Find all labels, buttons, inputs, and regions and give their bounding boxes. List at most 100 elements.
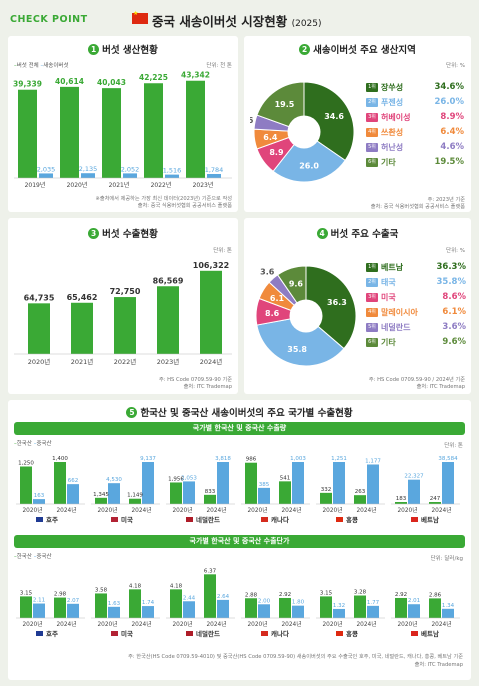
region-pie-chart: 34.6 26.0 8.9 6.4 4.6 19.5 xyxy=(250,81,355,183)
x-tick-label: 2024년 xyxy=(131,620,151,628)
bar-korea xyxy=(95,497,107,504)
country-label: 캐나다 xyxy=(271,629,289,638)
slice-label: 34.6 xyxy=(324,112,344,121)
bar-export xyxy=(114,297,136,354)
legend-label: 기타 xyxy=(381,338,396,347)
bar-korea xyxy=(129,589,141,618)
data-label-korea: 3.15 xyxy=(20,590,33,596)
section-title: 버섯 주요 수출국 xyxy=(330,229,399,240)
pie-slice xyxy=(256,315,345,367)
country-flag-icon xyxy=(36,517,43,522)
bar-china xyxy=(142,462,154,504)
legend-value: 26.0% xyxy=(434,97,465,107)
x-tick-label: 2022년 xyxy=(151,181,172,189)
bar-king-oyster xyxy=(207,173,221,178)
legend-row: 2위 푸젠성 26.0% xyxy=(366,97,464,109)
data-label-korea: 4.18 xyxy=(129,583,142,589)
country-label: 네덜란드 xyxy=(196,629,220,638)
note-2: 출처: 중국 식용버섯협회 공공서비스 플랫폼 xyxy=(370,204,465,210)
data-label-china: 1.63 xyxy=(108,601,121,607)
bar-king-oyster xyxy=(81,173,95,178)
country-flag-icon xyxy=(261,631,268,636)
x-tick-label: 2022년 xyxy=(114,357,137,366)
note-1: 주: 2023년 기준 xyxy=(427,197,465,203)
country-label: 호주 xyxy=(46,629,58,638)
section-number: 5 xyxy=(126,407,138,418)
bar-china xyxy=(33,499,45,504)
x-tick-label: 2021년 xyxy=(109,181,130,189)
legend-value: 8.9% xyxy=(440,112,464,122)
bar-china xyxy=(108,606,120,618)
country-label: 홍콩 xyxy=(346,629,358,638)
x-tick-label: 2020년 xyxy=(247,620,267,628)
data-label-china: 4,530 xyxy=(106,477,122,483)
data-label-china: 38,584 xyxy=(438,456,458,462)
x-tick-label: 2024년 xyxy=(200,357,223,366)
bar-korea xyxy=(279,481,291,504)
panel-title: 5 한국산 및 중국산 새송이버섯의 주요 국가별 수출현황 xyxy=(8,405,471,419)
data-label-china: 9,137 xyxy=(140,456,156,462)
slice-label: 19.5 xyxy=(275,100,295,109)
bar-export xyxy=(157,286,179,354)
bar-china xyxy=(442,608,454,618)
country-label: 홍콩 xyxy=(346,515,358,524)
bar-korea xyxy=(245,462,257,504)
data-label-china: 1,177 xyxy=(365,458,381,464)
bar-export xyxy=(28,303,50,354)
legend-row: 5위 허난성 4.6% xyxy=(366,142,464,154)
section-number: 1 xyxy=(88,44,100,55)
country-flag-icon xyxy=(186,517,193,522)
bar-korea xyxy=(320,596,332,618)
legend-row: 4위 쓰촨성 6.4% xyxy=(366,127,464,139)
x-tick-label: 2020년 xyxy=(322,506,342,514)
legend-value: 9.6% xyxy=(442,337,466,347)
legend-row: 6위 기타 9.6% xyxy=(366,337,466,349)
bar-china xyxy=(292,462,304,504)
slice-label: 26.0 xyxy=(299,162,319,171)
section-title: 버섯 수출현황 xyxy=(102,229,158,240)
data-label-king-oyster: 1,516 xyxy=(163,167,182,175)
rank-badge: 4위 xyxy=(366,308,378,317)
donut-hole xyxy=(287,115,321,149)
panel-title: 4 버섯 주요 수출국 xyxy=(244,226,471,240)
rank-badge: 2위 xyxy=(366,98,378,107)
x-tick-label: 2024년 xyxy=(431,506,451,514)
unit-label: 단위: 톤 xyxy=(444,443,463,449)
bar-korea xyxy=(129,498,141,504)
note-1: 주: 한국산(HS Code 0709.59-4010) 및 중국산(HS Co… xyxy=(128,654,463,660)
bar-china xyxy=(108,483,120,504)
data-label-korea: 1,345 xyxy=(93,492,109,498)
x-tick-label: 2024년 xyxy=(206,506,226,514)
data-label-korea: 1,956 xyxy=(168,476,184,482)
bar-king-oyster xyxy=(39,173,53,178)
data-label-china: 1,251 xyxy=(331,456,347,462)
chart-legend: –버섯 전체 –새송이버섯 xyxy=(14,63,69,69)
rank-badge: 4위 xyxy=(366,128,378,137)
legend-value: 6.4% xyxy=(440,127,464,137)
data-label: 72,750 xyxy=(110,287,141,296)
data-label-china: 2.07 xyxy=(67,598,80,604)
pie-slice xyxy=(305,265,357,350)
bar-korea xyxy=(245,598,257,618)
data-label-korea: 183 xyxy=(396,496,407,502)
slice-label: 9.6 xyxy=(289,280,304,289)
rank-badge: 6위 xyxy=(366,338,378,347)
slice-label: 35.8 xyxy=(287,345,307,354)
page-title: 중국 새송이버섯 시장현황 (2025) xyxy=(152,11,322,30)
panel-exports: 3 버섯 수출현황 단위: 톤 64,735 2020년 65,462 2021년 72,… xyxy=(8,218,238,394)
bar-china xyxy=(217,462,229,504)
x-tick-label: 2020년 xyxy=(22,620,42,628)
x-tick-label: 2020년 xyxy=(67,181,88,189)
bar-korea xyxy=(20,596,32,618)
x-tick-label: 2024년 xyxy=(56,506,76,514)
legend-item-korea: 한국산 xyxy=(16,554,32,560)
rank-badge: 1위 xyxy=(366,263,378,272)
bar-korea xyxy=(395,597,407,618)
bar-total xyxy=(102,88,121,178)
data-label-korea: 2.92 xyxy=(395,592,407,598)
legend-row: 6위 기타 19.5% xyxy=(366,157,464,169)
rank-badge: 6위 xyxy=(366,158,378,167)
legend-item-king-oyster: 새송이버섯 xyxy=(43,63,69,69)
panel-export-countries: 4 버섯 주요 수출국 단위: % 36.3 35.8 8.6 6.1 3.6 9.6 1위… xyxy=(244,218,471,394)
x-tick-label: 2020년 xyxy=(22,506,42,514)
